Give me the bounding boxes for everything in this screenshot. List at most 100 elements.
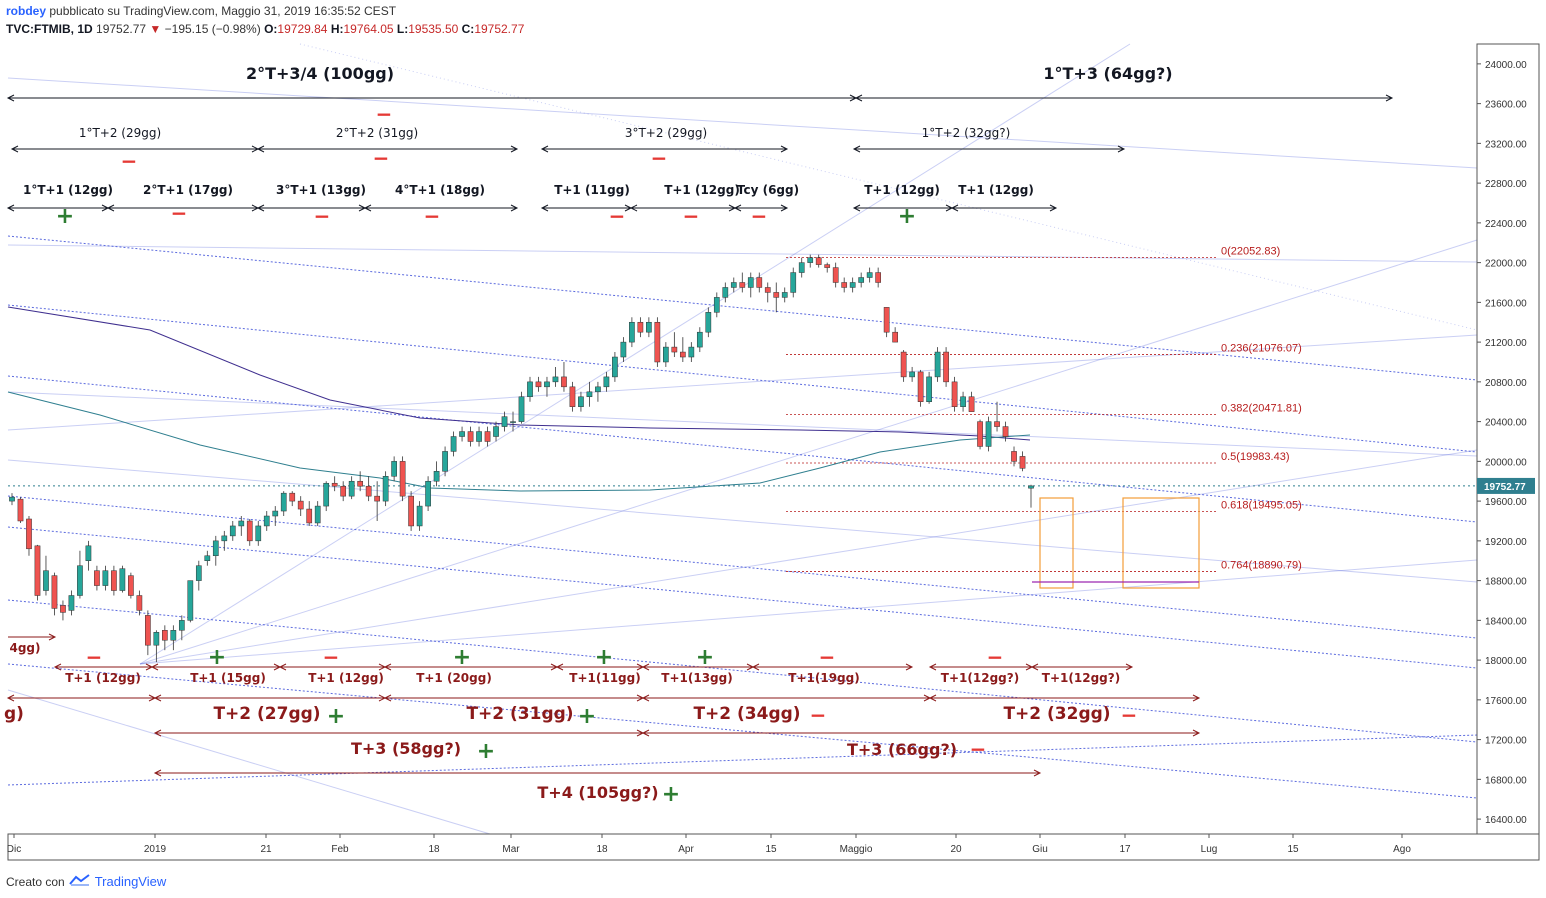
- trend-line: [7, 495, 1478, 639]
- price-change: −195.15 (−0.98%): [164, 22, 261, 36]
- trend-line: [7, 689, 491, 835]
- candle-body: [815, 257, 822, 265]
- author-link[interactable]: robdey: [6, 4, 47, 18]
- candle-body: [544, 381, 550, 388]
- candle-body: [136, 595, 143, 611]
- arrow-t2-2-head: [780, 145, 789, 153]
- arrow-b-t1-2-tail: [278, 663, 287, 671]
- candle-body: [170, 630, 177, 641]
- candle-body: [17, 498, 24, 522]
- label-t2: 3°T+2 (29gg): [625, 126, 707, 140]
- label-b-t1: T+1 (15gg): [190, 671, 266, 685]
- candle-body: [875, 272, 881, 283]
- trend-line: [7, 334, 1478, 431]
- price-axis-bg: [1476, 43, 1540, 835]
- symbol-name[interactable]: TVC:FTMIB, 1D: [6, 22, 93, 36]
- label-b-t2: g): [4, 704, 24, 724]
- candle-body: [272, 510, 279, 517]
- candle-body: [688, 346, 695, 358]
- candle-body: [374, 495, 380, 502]
- candle-body: [94, 570, 100, 586]
- candle-body: [917, 371, 924, 402]
- time-axis-bg: [7, 833, 1540, 861]
- trend-line: [7, 663, 1478, 799]
- sign: −: [819, 645, 836, 669]
- price-tick-label: 18800.00: [1485, 577, 1527, 588]
- candle-body: [501, 416, 508, 427]
- last-price: 19752.77: [96, 22, 147, 36]
- candle-body: [569, 386, 576, 407]
- minus-sign: −: [751, 204, 768, 228]
- candle-body: [43, 570, 49, 591]
- price-tick-label: 18400.00: [1485, 616, 1527, 627]
- candle-body: [246, 520, 253, 542]
- price-tick-label: 20400.00: [1485, 418, 1527, 429]
- price-axis[interactable]: 16400.00 16800.00 17200.00 17600.00 18000.00…: [1476, 43, 1540, 835]
- trend-lines: [7, 43, 1478, 835]
- arrow-t1-5-tail: [629, 204, 638, 212]
- price-tick-label: 19200.00: [1485, 537, 1527, 548]
- candle-body: [671, 346, 678, 353]
- candle-body: [1002, 426, 1009, 437]
- candle-body: [493, 426, 499, 437]
- price-tick-label: 23600.00: [1485, 100, 1527, 111]
- arrow-t1-8-tail: [950, 204, 959, 212]
- candle-body: [696, 331, 703, 348]
- candle-body: [391, 461, 397, 477]
- candle-body: [162, 630, 168, 641]
- arrow-b-t3-1-tail: [641, 729, 650, 737]
- target-box: [1122, 497, 1200, 589]
- fib-level-label: 0.618(19495.05): [1221, 500, 1302, 512]
- candle-body: [900, 351, 907, 378]
- candle-body: [484, 431, 491, 442]
- candle-body: [145, 615, 151, 646]
- candle-body: [824, 264, 831, 268]
- arrow-b-t1-4-tail: [555, 663, 564, 671]
- time-tick-label: Apr: [678, 844, 694, 855]
- moving-averages: [7, 306, 1031, 492]
- arrow-t1-8-head: [1049, 204, 1058, 212]
- tradingview-link[interactable]: TradingView: [94, 874, 167, 889]
- arrow-t2-3-tail: [852, 145, 861, 153]
- time-tick-label: Dic: [7, 844, 21, 855]
- arrow-b-t1-head: [48, 633, 57, 641]
- time-tick-label: 18: [596, 844, 608, 855]
- candle-body: [9, 496, 15, 502]
- arrow-b-t1-6-head: [905, 663, 914, 671]
- arrow-b-t1-5-tail: [641, 663, 650, 671]
- sign: −: [987, 645, 1004, 669]
- time-axis[interactable]: Dic 2019 21 Feb 18 Mar 18 Apr 15 Maggio 20 Giu 17 Lug…: [7, 833, 1540, 861]
- open-label: O:: [264, 22, 278, 36]
- arrow-b-t2-2-tail: [383, 694, 392, 702]
- arrow-t2-1-tail: [256, 145, 265, 153]
- candle-body: [416, 505, 423, 527]
- arrow-cycle-t34-tail: [6, 94, 15, 102]
- time-tick-label: Mar: [502, 844, 520, 855]
- candle-body: [764, 287, 771, 293]
- price-tick-label: 23200.00: [1485, 139, 1527, 150]
- candle-body: [68, 595, 75, 611]
- time-tick-label: 17: [1119, 844, 1131, 855]
- arrow-t1-3-head: [510, 204, 519, 212]
- candle-body: [102, 570, 109, 586]
- sign: +: [208, 645, 226, 670]
- candle-body: [629, 321, 635, 343]
- label-b-t1: T+1(19gg): [788, 671, 859, 685]
- minus-sign: −: [1121, 703, 1138, 727]
- arrow-b-t3-1-head: [1192, 729, 1201, 737]
- candle-body: [238, 520, 245, 527]
- label-t1: T+1 (12gg): [958, 183, 1034, 197]
- candle-body: [1011, 451, 1017, 462]
- label-cycle-t3: 1°T+3 (64gg?): [1043, 64, 1172, 83]
- label-b-t1: T+1(11gg): [569, 671, 640, 685]
- time-tick-label: Giu: [1032, 844, 1048, 855]
- label-b-t1: T+1 (12gg): [308, 671, 384, 685]
- label-b-t1: T+1(12gg?): [1042, 671, 1120, 685]
- time-tick-label: 21: [260, 844, 272, 855]
- candle-body: [314, 505, 321, 524]
- arrow-t1-6-tail: [733, 204, 742, 212]
- plot-area[interactable]: [8, 44, 1477, 834]
- trend-line: [7, 599, 1478, 743]
- label-t1: T+1 (11gg): [554, 183, 630, 197]
